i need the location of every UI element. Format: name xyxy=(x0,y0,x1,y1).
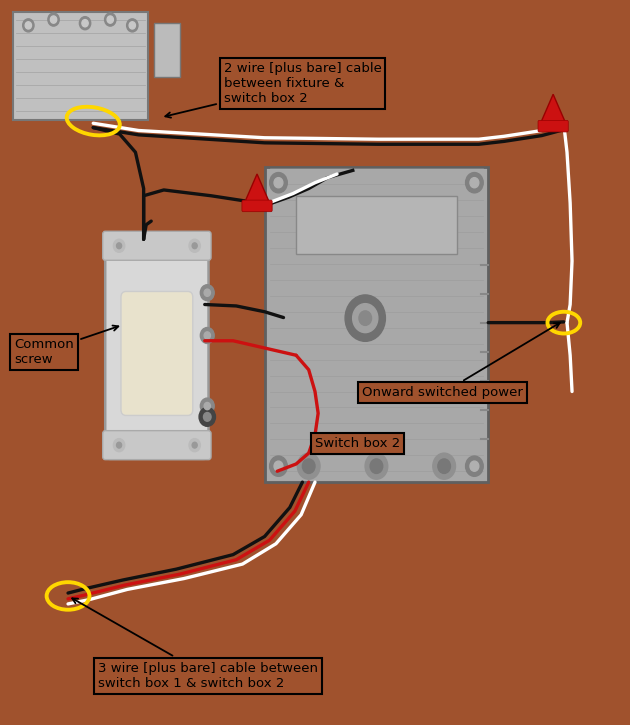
Circle shape xyxy=(345,295,386,341)
Circle shape xyxy=(438,459,450,473)
Circle shape xyxy=(359,311,372,326)
Circle shape xyxy=(129,22,135,29)
Circle shape xyxy=(48,13,59,26)
FancyBboxPatch shape xyxy=(121,291,193,415)
Circle shape xyxy=(302,459,315,473)
FancyBboxPatch shape xyxy=(154,23,180,77)
Circle shape xyxy=(113,239,125,252)
Text: 2 wire [plus bare] cable
between fixture &
switch box 2: 2 wire [plus bare] cable between fixture… xyxy=(165,62,382,117)
Circle shape xyxy=(203,413,211,421)
Circle shape xyxy=(470,178,479,188)
Circle shape xyxy=(204,332,210,339)
Circle shape xyxy=(82,20,88,27)
Circle shape xyxy=(470,461,479,471)
FancyBboxPatch shape xyxy=(265,167,488,482)
Circle shape xyxy=(189,239,200,252)
FancyBboxPatch shape xyxy=(103,431,211,460)
Circle shape xyxy=(117,243,122,249)
Circle shape xyxy=(79,17,91,30)
Circle shape xyxy=(365,453,387,479)
Circle shape xyxy=(117,442,122,448)
FancyBboxPatch shape xyxy=(13,12,148,120)
Circle shape xyxy=(270,173,287,193)
Circle shape xyxy=(192,243,197,249)
Circle shape xyxy=(25,22,32,29)
Circle shape xyxy=(433,453,455,479)
Circle shape xyxy=(274,178,283,188)
FancyBboxPatch shape xyxy=(538,120,568,132)
Circle shape xyxy=(353,304,378,333)
Circle shape xyxy=(200,285,214,301)
Circle shape xyxy=(23,19,34,32)
Circle shape xyxy=(204,402,210,410)
Text: Switch box 2: Switch box 2 xyxy=(315,437,400,450)
Circle shape xyxy=(466,173,483,193)
Circle shape xyxy=(189,439,200,452)
Circle shape xyxy=(105,13,116,26)
FancyBboxPatch shape xyxy=(105,233,209,459)
Circle shape xyxy=(200,398,214,414)
Circle shape xyxy=(204,289,210,297)
Circle shape xyxy=(466,456,483,476)
Circle shape xyxy=(192,442,197,448)
Polygon shape xyxy=(243,174,271,206)
Text: Common
screw: Common screw xyxy=(14,326,118,365)
Circle shape xyxy=(200,328,214,344)
Circle shape xyxy=(270,456,287,476)
Circle shape xyxy=(297,453,320,479)
FancyBboxPatch shape xyxy=(296,196,457,254)
FancyBboxPatch shape xyxy=(103,231,211,260)
Circle shape xyxy=(113,439,125,452)
Text: Onward switched power: Onward switched power xyxy=(362,323,559,399)
FancyBboxPatch shape xyxy=(242,200,272,212)
Circle shape xyxy=(274,461,283,471)
Circle shape xyxy=(107,16,113,23)
Circle shape xyxy=(127,19,138,32)
Text: 3 wire [plus bare] cable between
switch box 1 & switch box 2: 3 wire [plus bare] cable between switch … xyxy=(72,598,318,689)
Polygon shape xyxy=(539,94,567,126)
Circle shape xyxy=(50,16,57,23)
Circle shape xyxy=(370,459,382,473)
Circle shape xyxy=(199,407,215,426)
